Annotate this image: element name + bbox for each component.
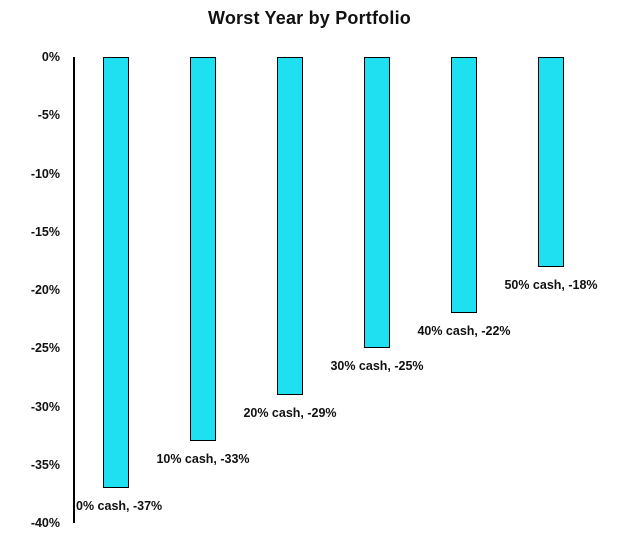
bar-20-cash <box>277 57 303 395</box>
y-tick-label--40pct: -40% <box>30 516 60 530</box>
data-label-40-cash: 40% cash, -22% <box>417 324 511 339</box>
bar-0-cash <box>103 57 129 489</box>
y-tick-label-0pct: 0% <box>41 50 60 64</box>
bar-40-cash <box>451 57 477 314</box>
y-tick-label--35pct: -35% <box>30 457 60 472</box>
chart-title: Worst Year by Portfolio <box>208 8 411 28</box>
bar-50-cash <box>538 57 564 267</box>
y-tick-label--25pct: -25% <box>30 341 60 356</box>
y-tick-label--5pct: -5% <box>37 108 60 123</box>
data-label-10-cash: 10% cash, -33% <box>156 452 250 467</box>
y-tick-label--30pct: -30% <box>30 399 60 414</box>
y-axis-line <box>73 57 75 523</box>
data-label-50-cash: 50% cash, -18% <box>504 277 598 292</box>
data-label-0-cash: 0% cash, -37% <box>76 499 163 514</box>
y-tick-label--10pct: -10% <box>30 166 60 181</box>
bar-10-cash <box>190 57 216 442</box>
data-label-20-cash: 20% cash, -29% <box>243 405 337 420</box>
bar-30-cash <box>364 57 390 349</box>
data-label-30-cash: 30% cash, -25% <box>330 359 424 374</box>
y-tick-label--15pct: -15% <box>30 224 60 239</box>
y-tick-label--20pct: -20% <box>30 283 60 297</box>
